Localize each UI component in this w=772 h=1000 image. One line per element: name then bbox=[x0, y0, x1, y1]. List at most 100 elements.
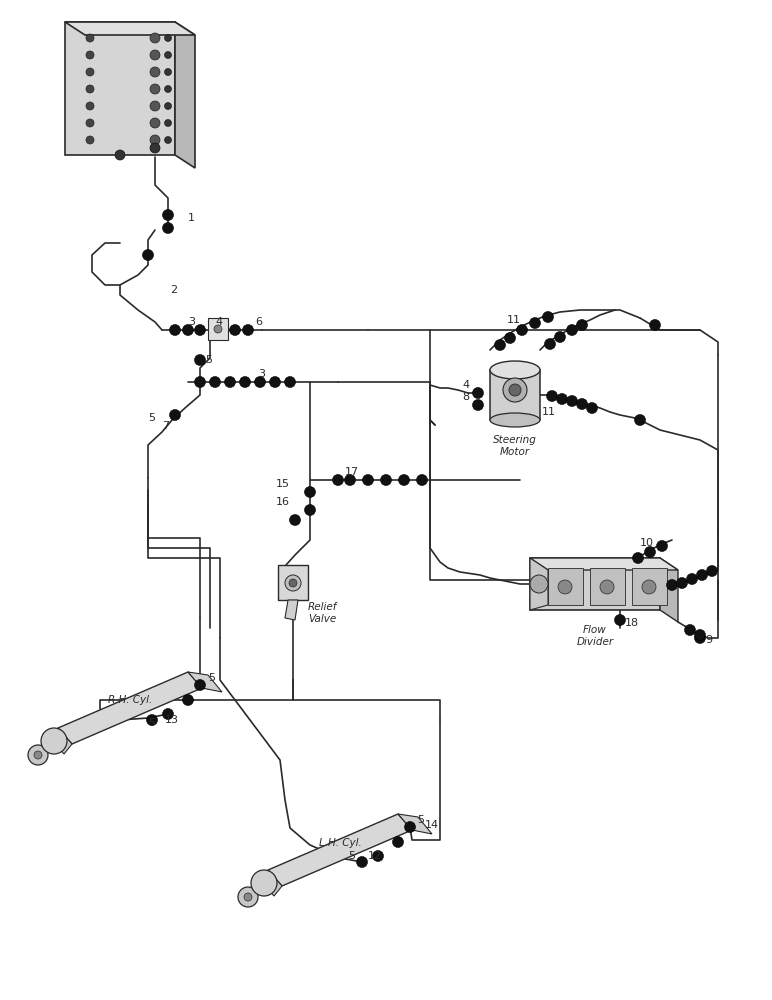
Text: 5: 5 bbox=[208, 673, 215, 683]
Circle shape bbox=[530, 318, 540, 328]
Circle shape bbox=[333, 475, 344, 486]
Circle shape bbox=[503, 378, 527, 402]
Text: Relief
Valve: Relief Valve bbox=[308, 602, 337, 624]
Circle shape bbox=[577, 320, 587, 330]
Polygon shape bbox=[530, 558, 660, 610]
Text: 5: 5 bbox=[205, 355, 212, 365]
Circle shape bbox=[685, 624, 696, 636]
Circle shape bbox=[632, 552, 644, 564]
Text: L.H. Cyl.: L.H. Cyl. bbox=[319, 838, 361, 848]
Ellipse shape bbox=[490, 413, 540, 427]
Circle shape bbox=[238, 887, 258, 907]
Polygon shape bbox=[530, 558, 678, 570]
Circle shape bbox=[86, 85, 94, 93]
Circle shape bbox=[516, 324, 527, 336]
Circle shape bbox=[642, 580, 656, 594]
Text: 12: 12 bbox=[368, 851, 382, 861]
Polygon shape bbox=[590, 568, 625, 605]
Polygon shape bbox=[208, 318, 228, 340]
Circle shape bbox=[164, 34, 171, 41]
Circle shape bbox=[392, 836, 404, 848]
Circle shape bbox=[147, 714, 157, 726]
Circle shape bbox=[150, 143, 160, 153]
Circle shape bbox=[164, 68, 171, 76]
Circle shape bbox=[182, 694, 194, 706]
Circle shape bbox=[417, 475, 428, 486]
Circle shape bbox=[472, 387, 483, 398]
Text: 16: 16 bbox=[276, 497, 290, 507]
Circle shape bbox=[34, 751, 42, 759]
Circle shape bbox=[290, 514, 300, 526]
Polygon shape bbox=[65, 22, 195, 35]
Circle shape bbox=[363, 475, 374, 486]
Circle shape bbox=[666, 580, 678, 590]
Circle shape bbox=[635, 414, 645, 426]
Text: 5: 5 bbox=[148, 718, 155, 728]
Circle shape bbox=[695, 630, 706, 641]
Text: 6: 6 bbox=[255, 317, 262, 327]
Circle shape bbox=[164, 103, 171, 109]
Circle shape bbox=[544, 338, 556, 350]
Text: 8: 8 bbox=[462, 392, 469, 402]
Circle shape bbox=[182, 324, 194, 336]
Circle shape bbox=[150, 67, 160, 77]
Circle shape bbox=[239, 376, 250, 387]
Text: Steering
Motor: Steering Motor bbox=[493, 435, 537, 457]
Circle shape bbox=[255, 376, 266, 387]
Circle shape bbox=[86, 51, 94, 59]
Circle shape bbox=[285, 575, 301, 591]
Circle shape bbox=[143, 249, 154, 260]
Circle shape bbox=[86, 119, 94, 127]
Circle shape bbox=[304, 504, 316, 516]
Polygon shape bbox=[530, 558, 548, 610]
Circle shape bbox=[495, 340, 506, 351]
Circle shape bbox=[558, 580, 572, 594]
Circle shape bbox=[696, 570, 707, 580]
Circle shape bbox=[162, 210, 174, 221]
Circle shape bbox=[686, 574, 697, 584]
Text: 14: 14 bbox=[425, 820, 439, 830]
Text: 3: 3 bbox=[188, 317, 195, 327]
Circle shape bbox=[115, 150, 125, 160]
Circle shape bbox=[405, 822, 415, 832]
Circle shape bbox=[472, 399, 483, 410]
Text: 5: 5 bbox=[348, 851, 355, 861]
Circle shape bbox=[214, 325, 222, 333]
Polygon shape bbox=[65, 22, 175, 155]
Circle shape bbox=[600, 580, 614, 594]
Circle shape bbox=[150, 101, 160, 111]
Circle shape bbox=[164, 136, 171, 143]
Circle shape bbox=[656, 540, 668, 552]
Circle shape bbox=[530, 575, 548, 593]
Circle shape bbox=[251, 870, 277, 896]
Polygon shape bbox=[58, 672, 202, 744]
Text: 7: 7 bbox=[162, 421, 169, 431]
Circle shape bbox=[209, 376, 221, 387]
Circle shape bbox=[706, 566, 717, 576]
Text: 5: 5 bbox=[148, 413, 155, 423]
Circle shape bbox=[567, 324, 577, 336]
Text: 13: 13 bbox=[165, 715, 179, 725]
Text: 9: 9 bbox=[705, 635, 712, 645]
Circle shape bbox=[86, 68, 94, 76]
Circle shape bbox=[162, 223, 174, 233]
Text: 10: 10 bbox=[640, 538, 654, 548]
Text: 5: 5 bbox=[417, 815, 424, 825]
Text: 17: 17 bbox=[345, 467, 359, 477]
Circle shape bbox=[398, 475, 409, 486]
Polygon shape bbox=[260, 870, 282, 896]
Text: 2: 2 bbox=[170, 285, 177, 295]
Text: 4: 4 bbox=[462, 380, 469, 390]
Polygon shape bbox=[398, 814, 432, 834]
Text: 11: 11 bbox=[542, 407, 556, 417]
Text: Flow
Divider: Flow Divider bbox=[577, 625, 614, 647]
Circle shape bbox=[150, 50, 160, 60]
Text: 1: 1 bbox=[188, 213, 195, 223]
Polygon shape bbox=[278, 565, 308, 600]
Circle shape bbox=[543, 312, 554, 322]
Circle shape bbox=[649, 320, 661, 330]
Circle shape bbox=[645, 546, 655, 558]
Circle shape bbox=[269, 376, 280, 387]
Circle shape bbox=[86, 34, 94, 42]
Circle shape bbox=[170, 324, 181, 336]
